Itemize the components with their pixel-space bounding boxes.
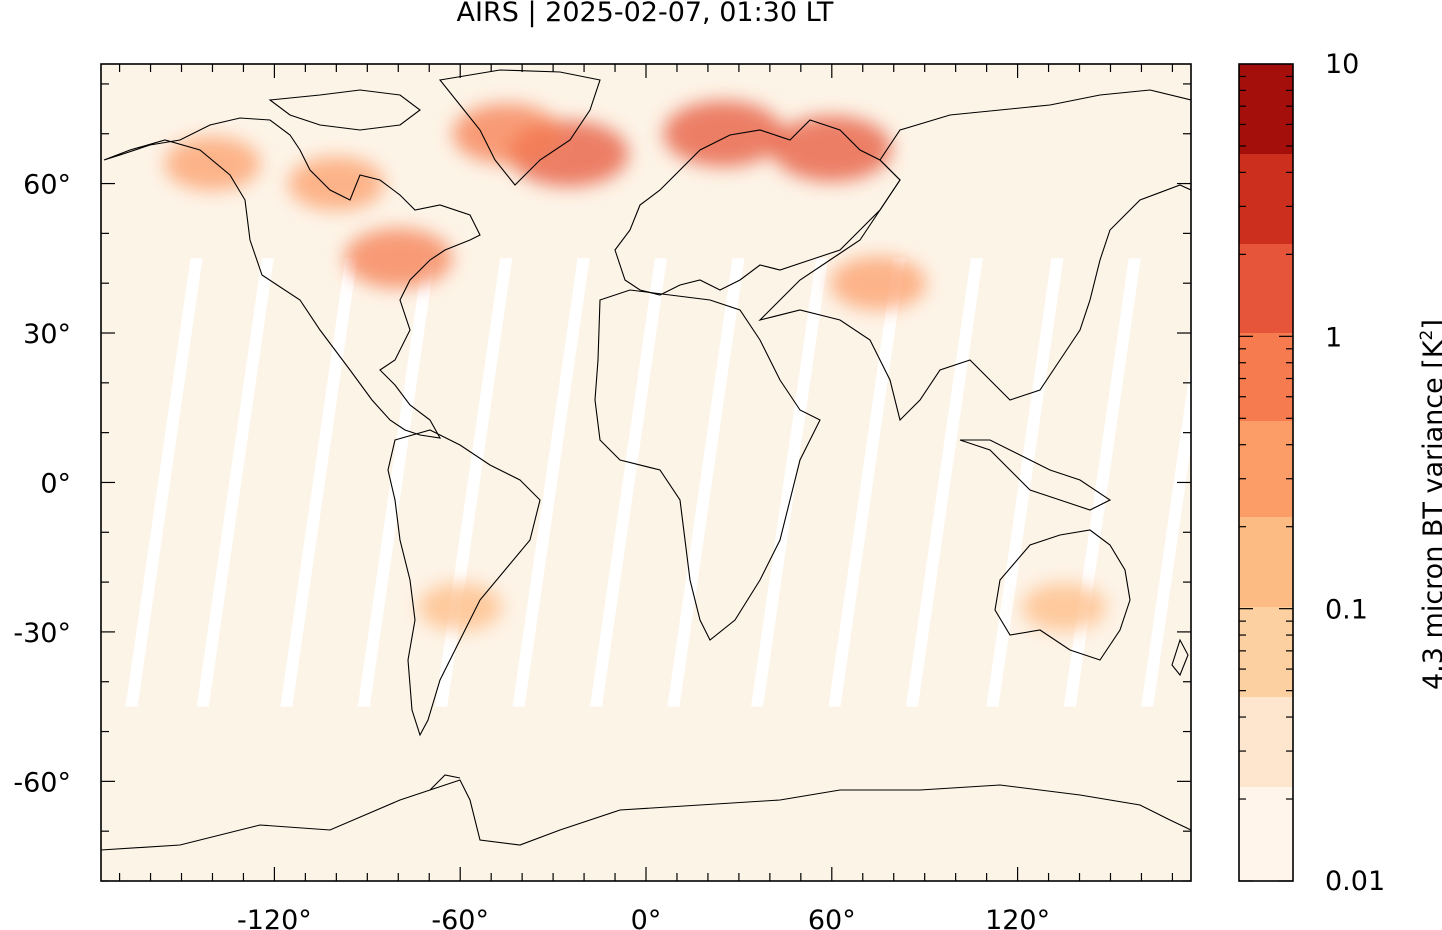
variance-hotspot [418,583,503,632]
colorbar-bin [1239,154,1293,244]
variance-field [164,100,1107,632]
variance-hotspot [288,156,385,211]
variance-hotspot [344,228,453,289]
swath-gap [751,258,829,707]
variance-hotspot [164,136,261,191]
swath-gap [125,258,203,707]
colorbar-bin [1239,517,1293,607]
lon-tick-label: 0° [631,905,662,930]
colorbar-bin [1239,697,1293,787]
colorbar-label: 4.3 micron BT variance [K2] [1417,319,1442,690]
lon-tick-label: -120° [237,905,312,930]
lon-tick-label: -60° [431,905,489,930]
swath-gaps [125,258,1191,707]
colorbar-tick-label: 1 [1325,322,1342,353]
colorbar-bin [1239,787,1293,881]
swath-gap [905,258,983,707]
colorbar [1238,63,1294,882]
coastlines [101,69,1191,851]
lat-tick-label: 0° [40,468,71,499]
colorbar-bin [1239,64,1293,154]
swath-gap [590,258,668,707]
swath-gap [1141,363,1191,707]
lat-tick-label: 60° [23,170,71,201]
variance-hotspot [771,115,892,182]
colorbar-bin [1239,607,1293,697]
colorbar-tick-label: 0.01 [1325,866,1385,897]
colorbar-tick-labels: 10 1 0.1 0.01 [1325,49,1385,897]
lon-tick-label: 60° [808,905,856,930]
lat-tick-label: 30° [23,319,71,350]
map-title: AIRS | 2025-02-07, 01:30 LT [456,0,834,28]
swath-gap [667,258,745,707]
swath-gap [280,258,358,707]
lat-tick-label: -60° [13,767,71,798]
colorbar-tick-label: 10 [1325,49,1359,80]
colorbar-tick-marks [1239,75,1293,882]
variance-hotspot [452,103,561,164]
map-tick-marks [101,64,1191,882]
colorbar-frame [1238,63,1294,882]
variance-hotspot [663,100,784,167]
swath-gap [512,258,590,707]
colorbar-bin [1239,333,1293,421]
swath-gap [828,258,906,707]
map-tick-labels: 60° 30° 0° -30° -60° -120° -60° 0° 60° 120° [13,170,1050,930]
colorbar-bin [1239,244,1293,333]
lat-tick-label: -30° [13,618,71,649]
swath-gap [196,258,274,707]
swath-gap [986,258,1064,707]
colorbar-tick-label: 0.1 [1325,595,1368,626]
lon-tick-label: 120° [985,905,1050,930]
variance-hotspot [1022,583,1107,632]
variance-hotspot [830,256,927,311]
colorbar-bin [1239,421,1293,517]
swath-gap [357,258,435,707]
